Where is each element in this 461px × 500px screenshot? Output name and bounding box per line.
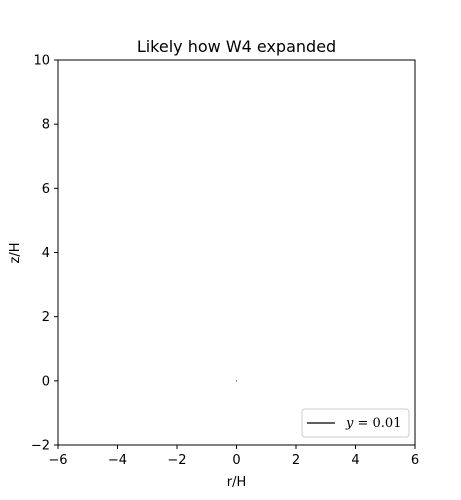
legend-label: y = 0.01: [345, 416, 401, 431]
legend-variable: y: [345, 416, 354, 431]
y-tick-label: −2: [31, 439, 50, 454]
plot-area: [57, 59, 416, 446]
y-tick-label: 10: [33, 54, 50, 69]
y-axis: −2 0 2 4 6 8 10: [31, 54, 58, 454]
y-tick-label: 2: [42, 310, 50, 325]
legend-value: = 0.01: [353, 416, 401, 431]
y-tick-label: 4: [42, 246, 50, 261]
y-tick-label: 0: [42, 374, 50, 389]
x-tick-label: 6: [411, 453, 419, 468]
x-tick-label: 0: [232, 453, 240, 468]
y-tick-label: 6: [42, 182, 50, 197]
legend: y = 0.01: [301, 408, 410, 438]
x-tick-label: −4: [108, 453, 127, 468]
y-tick-label: 8: [42, 118, 50, 133]
x-axis: −6 −4 −2 0 2 4 6: [48, 445, 419, 468]
x-tick-label: −6: [48, 453, 67, 468]
plot-frame: [57, 59, 416, 446]
x-tick-label: −2: [167, 453, 186, 468]
legend-box: [301, 408, 410, 438]
x-tick-label: 2: [292, 453, 300, 468]
x-axis-label: r/H: [227, 475, 247, 490]
y-axis-label: z/H: [8, 243, 23, 264]
chart-title: Likely how W4 expanded: [137, 37, 336, 56]
x-tick-label: 4: [351, 453, 359, 468]
